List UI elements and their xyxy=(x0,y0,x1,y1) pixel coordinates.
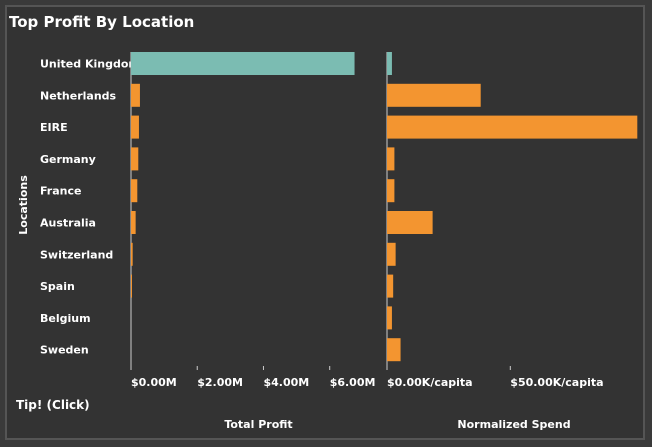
total-profit-tick-label: $4.00M xyxy=(263,376,309,389)
tip-button[interactable]: Tip! (Click) xyxy=(16,398,90,412)
total-profit-bar-switzerland xyxy=(131,242,133,266)
normalized-spend-bar-france xyxy=(387,179,395,203)
category-label-spain: Spain xyxy=(40,280,75,293)
normalized-spend-bar-sweden xyxy=(387,338,401,362)
total-profit-tick-label: $6.00M xyxy=(330,376,376,389)
normalized-spend-bar-spain xyxy=(387,274,394,298)
category-label-sweden: Sweden xyxy=(40,344,89,357)
category-label-germany: Germany xyxy=(40,153,96,166)
chart-title: Top Profit By Location xyxy=(9,13,195,31)
normalized-spend-bar-netherlands xyxy=(387,83,481,107)
normalized-spend-bar-germany xyxy=(387,147,395,171)
category-label-netherlands: Netherlands xyxy=(40,89,117,102)
category-label-france: France xyxy=(40,185,81,198)
total-profit-bar-spain xyxy=(131,274,132,298)
normalized-spend-axis-title: Normalized Spend xyxy=(457,418,570,431)
total-profit-axis-title: Total Profit xyxy=(224,418,292,431)
category-label-eire: EIRE xyxy=(40,121,68,134)
category-label-united-kingdom: United Kingdom xyxy=(40,58,140,71)
normalized-spend-tick-label: $50.00K/capita xyxy=(510,376,603,389)
normalized-spend-bar-belgium xyxy=(387,306,392,330)
total-profit-bar-australia xyxy=(131,211,136,234)
total-profit-tick-label: $2.00M xyxy=(197,376,243,389)
dashboard-frame xyxy=(5,5,645,440)
category-label-australia: Australia xyxy=(40,217,96,230)
normalized-spend-bar-switzerland xyxy=(387,242,396,266)
normalized-spend-bar-australia xyxy=(387,211,433,234)
total-profit-bar-germany xyxy=(131,147,139,171)
category-label-switzerland: Switzerland xyxy=(40,248,113,261)
normalized-spend-bar-united-kingdom xyxy=(387,52,392,75)
total-profit-bar-eire xyxy=(131,115,139,139)
total-profit-bar-netherlands xyxy=(131,83,140,107)
normalized-spend-tick-label: $0.00K/capita xyxy=(387,376,473,389)
y-axis-title: Locations xyxy=(17,175,30,235)
total-profit-bar-united-kingdom xyxy=(131,52,355,75)
total-profit-bar-france xyxy=(131,179,138,203)
normalized-spend-bar-eire xyxy=(387,115,638,139)
category-label-belgium: Belgium xyxy=(40,312,91,325)
total-profit-tick-label: $0.00M xyxy=(131,376,177,389)
